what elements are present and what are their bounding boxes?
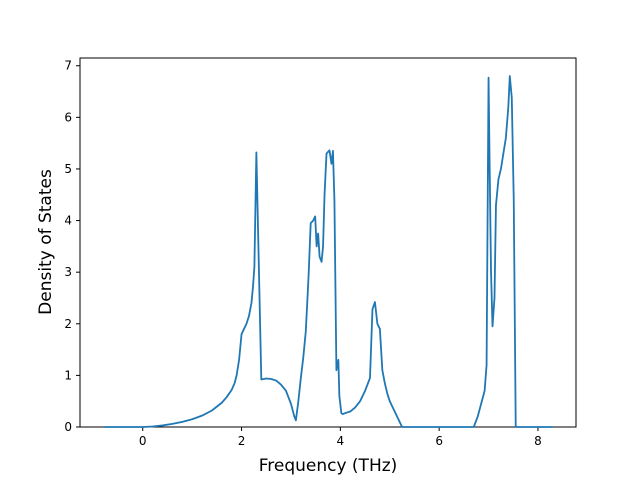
- x-tick-label: 2: [238, 434, 246, 448]
- y-axis-ticks: 0 1 2 3 4 5 6 7: [64, 59, 80, 434]
- x-axis-label: Frequency (THz): [259, 456, 398, 476]
- y-tick-label: 7: [64, 59, 72, 73]
- x-tick-label: 0: [139, 434, 147, 448]
- y-tick-label: 0: [64, 420, 72, 434]
- y-tick-label: 3: [64, 265, 72, 279]
- x-axis-ticks: 0 2 4 6 8: [139, 427, 542, 448]
- y-tick-label: 4: [64, 214, 72, 228]
- x-tick-label: 6: [435, 434, 443, 448]
- y-tick-label: 5: [64, 162, 72, 176]
- y-tick-label: 1: [64, 368, 72, 382]
- y-tick-label: 6: [64, 110, 72, 124]
- y-tick-label: 2: [64, 317, 72, 331]
- y-axis-label: Density of States: [36, 169, 56, 315]
- x-tick-label: 4: [337, 434, 345, 448]
- x-tick-label: 8: [534, 434, 542, 448]
- dos-series-line: [104, 75, 553, 428]
- plot-frame: [79, 57, 577, 428]
